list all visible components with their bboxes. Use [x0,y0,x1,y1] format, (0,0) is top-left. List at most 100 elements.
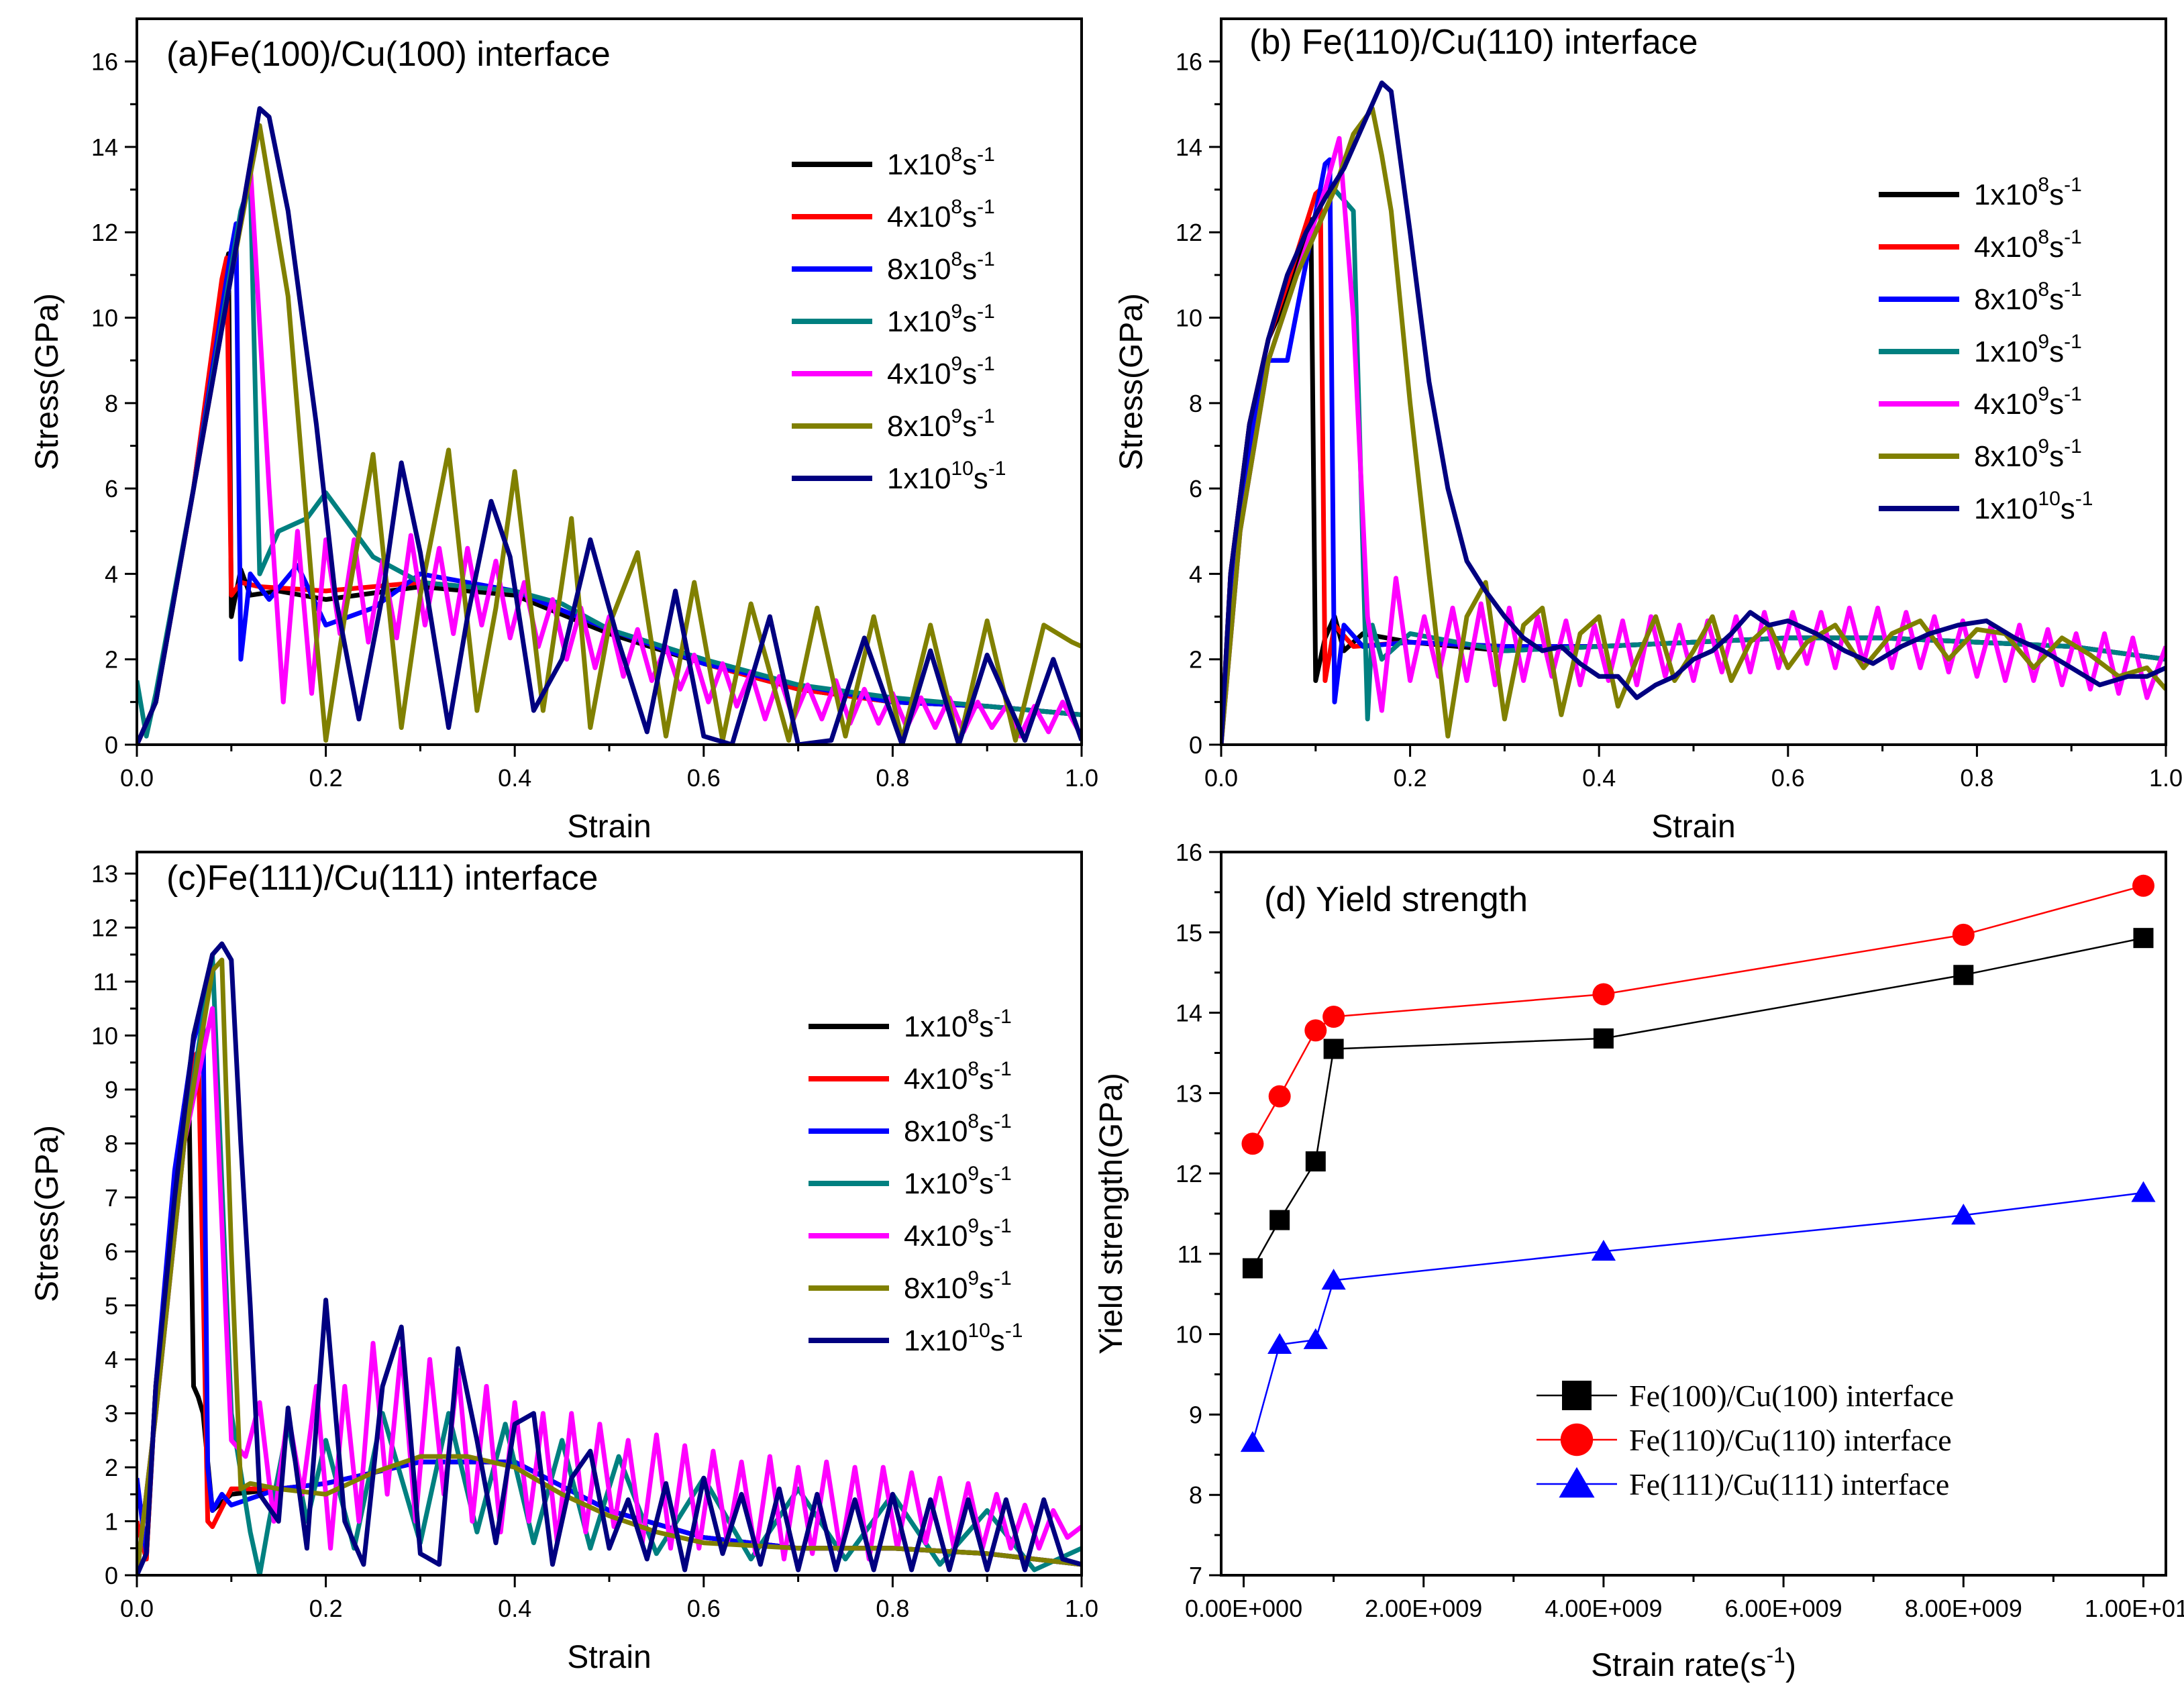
legend-sup: 9 [2038,435,2049,458]
series-line [137,161,1082,745]
y-tick-label: 11 [93,968,118,996]
legend-sup: -1 [994,1163,1012,1185]
marker-triangle [1240,1431,1265,1452]
y-tick-label: 15 [1176,919,1202,947]
legend-sup: 8 [951,196,962,218]
y-tick-label: 4 [105,560,118,588]
legend-base: 8x10 [1974,283,2038,316]
y-tick-label: 10 [1176,305,1202,332]
legend-sup: 9 [968,1215,979,1237]
legend-sup: 9 [951,353,962,375]
legend-entry: 1x1010s-1 [1974,488,2093,525]
legend-entry: 4x108s-1 [887,196,995,233]
y-axis-label: Stress(GPa) [30,293,65,470]
y-tick-label: 9 [105,1076,118,1104]
legend-entry: 4x109s-1 [1974,383,2082,421]
marker-square [1953,965,1974,986]
y-tick-label: 13 [91,860,118,888]
marker-circle [1304,1019,1327,1042]
x-tick-label: 1.0 [1065,764,1098,792]
legend-sup: 9 [2038,383,2049,405]
legend-sup: -1 [2064,383,2082,405]
axis-ticks: 0.0 0.2 0.4 0.6 0.8 1.0 0 2 4 6 8 10 12 14 16 [91,48,1098,792]
legend-entry: 4x109s-1 [887,353,995,390]
y-tick-label: 0 [105,731,118,759]
panel-title: (b) Fe(110)/Cu(110) interface [1249,23,1698,62]
legend-entry: 8x109s-1 [887,405,995,443]
legend-sup: -1 [2064,174,2082,196]
legend-sup: -1 [994,1267,1012,1289]
series-line [137,952,1082,1575]
legend-sup: 8 [968,1058,979,1080]
y-tick-label: 12 [1176,219,1202,246]
legend-unit: s [979,1220,994,1253]
legend-sup: -1 [977,301,995,323]
x-tick-label: 0.2 [309,1595,343,1622]
marker-triangle [1321,1269,1346,1290]
legend-sup: 9 [968,1163,979,1185]
marker-square [2133,928,2154,949]
y-tick-label: 14 [91,134,118,161]
legend-base: 1x10 [904,1324,968,1357]
x-tick-label: 0.8 [1960,764,1993,792]
y-tick-label: 16 [1176,839,1202,866]
legend-sup: -1 [2064,331,2082,353]
legend-unit: s [979,1272,994,1305]
marker-circle [1322,1006,1345,1028]
legend-unit: s [979,1167,994,1200]
y-tick-label: 8 [105,1130,118,1157]
y-tick-label: 8 [1189,390,1202,417]
y-axis-label: Stress(GPa) [30,1125,65,1302]
series-line [1251,937,2144,1269]
y-tick-label: 8 [105,390,118,417]
legend-sup: -1 [2064,435,2082,458]
series-line [137,957,1082,1575]
x-tick-label: 1.0 [2149,764,2183,792]
y-tick-label: 7 [1189,1562,1202,1589]
x-tick-label: 0.8 [876,764,909,792]
legend-entry: 1x109s-1 [1974,331,2082,368]
legend-entry: 8x109s-1 [904,1267,1012,1305]
legend-entry: 4x109s-1 [904,1215,1012,1253]
y-tick-label: 12 [91,219,118,246]
axis-ticks: 0.0 0.2 0.4 0.6 0.8 1.0 0 2 4 6 8 10 12 14 16 [1176,48,2183,792]
series-line [1221,81,2166,745]
legend-unit: s [2049,283,2064,316]
legend-sup: 8 [2038,278,2049,301]
legend-sup: 8 [951,144,962,166]
legend-base: 4x10 [887,358,951,390]
legend-sup: 9 [951,405,962,427]
legend-sup: -1 [977,144,995,166]
legend-base: 1x10 [904,1167,968,1200]
legend-sup: -1 [1005,1320,1023,1342]
legend-unit: s [962,305,977,338]
legend: 1x108s-14x108s-18x108s-11x109s-14x109s-1… [809,1006,1023,1357]
series-line [1221,106,2166,745]
legend-unit: s [962,201,977,233]
legend-sup: -1 [994,1215,1012,1237]
marker-triangle [1559,1467,1595,1498]
marker-square [1242,1258,1263,1279]
series-group [1240,874,2156,1452]
legend-entry: 8x108s-1 [904,1110,1012,1148]
y-tick-label: 10 [91,1022,118,1050]
x-tick-label: 0.0 [120,764,154,792]
legend-entry: Fe(111)/Cu(111) interface [1629,1467,1949,1501]
legend-base: 1x10 [1974,492,2038,525]
legend: 1x108s-14x108s-18x108s-11x109s-14x109s-1… [792,144,1006,495]
panel-title: (c)Fe(111)/Cu(111) interface [166,859,598,898]
legend-base: 8x10 [887,410,951,443]
legend-base: 4x10 [904,1220,968,1253]
legend-sup: -1 [977,405,995,427]
legend-sup: 9 [968,1267,979,1289]
x-tick-label: 0.6 [1771,764,1805,792]
legend-unit: s [979,1115,994,1148]
legend: Fe(100)/Cu(100) interface Fe(110)/Cu(110)… [1537,1379,1954,1501]
y-tick-label: 2 [1189,646,1202,674]
x-tick-label: 0.4 [498,764,531,792]
legend-entry: Fe(110)/Cu(110) interface [1629,1423,1952,1457]
legend-sup: -1 [2064,278,2082,301]
y-tick-label: 9 [1189,1401,1202,1428]
y-tick-label: 2 [105,1454,118,1481]
legend-sup: -1 [2075,488,2093,510]
